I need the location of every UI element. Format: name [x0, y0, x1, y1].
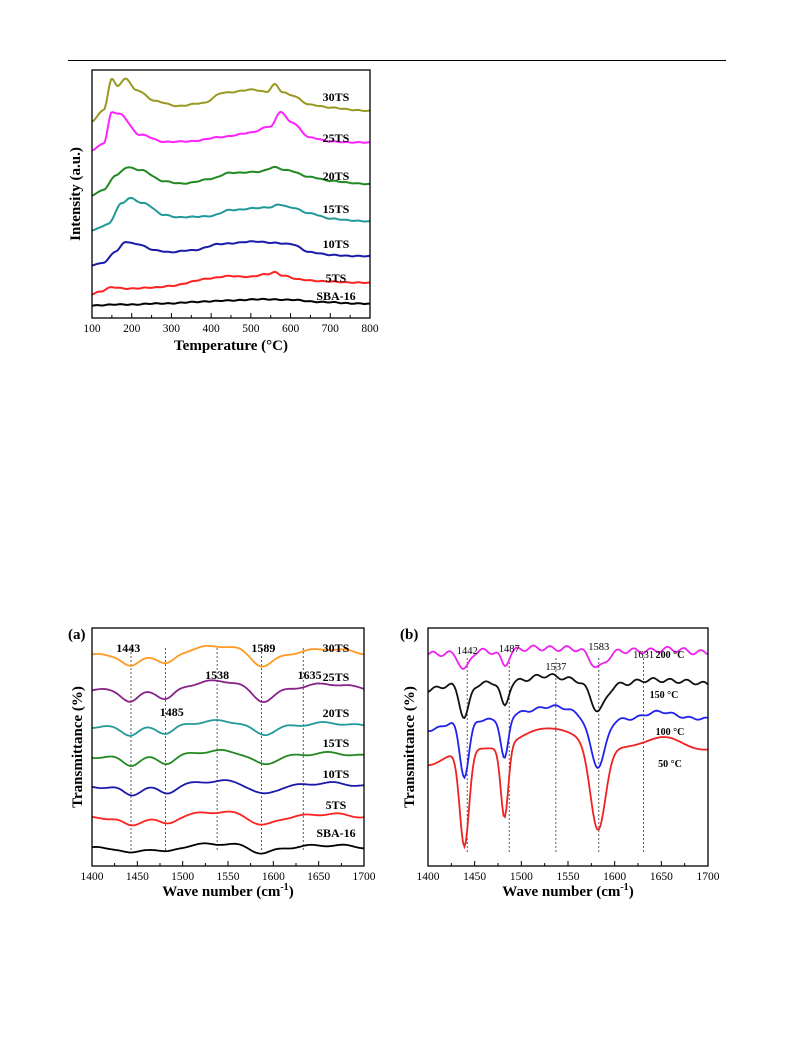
ir-a-chart: SBA-16 5TS 10TS 15TS 20TS 25TS 30TS 1443 1589 153… — [68, 627, 376, 900]
ir-b-series-line — [427, 704, 709, 780]
ir-a-peak-annotation: 1589 — [251, 641, 275, 655]
ir-a-xtick-label: 1400 — [81, 871, 104, 883]
tpd-series-line — [91, 77, 371, 123]
ir-a-series-line — [91, 748, 365, 767]
ir-a-series-line — [91, 842, 365, 855]
ir-b-peak-annotation: 1442 — [457, 646, 478, 657]
ir-a-peak-annotation: 1485 — [160, 705, 184, 719]
ir-b-series-label: 50 °C — [658, 759, 682, 770]
tpd-series-line — [91, 110, 371, 152]
tpd-series-label: 25TS — [323, 131, 350, 145]
ir-a-xtick-label: 1550 — [217, 871, 240, 883]
ir-a-y-axis-label: Transmittance (%) — [70, 686, 86, 808]
ir-b-peak-annotation: 1631 — [633, 650, 654, 661]
ir-a-peak-annotation: 1635 — [298, 668, 322, 682]
ir-b-panel-label: (b) — [400, 627, 418, 643]
tpd-series-label: 20TS — [323, 169, 350, 183]
tpd-x-axis-label: Temperature (°C) — [174, 338, 288, 354]
ir-a-series-label: 20TS — [323, 706, 350, 720]
ir-b-peak-annotation: 1537 — [545, 662, 566, 673]
tpd-series-line — [91, 165, 370, 197]
tpd-xtick-label: 600 — [282, 323, 300, 335]
ir-b-x-axis-label: Wave number (cm-1) — [502, 882, 633, 900]
ir-a-xtick-label: 1600 — [262, 871, 285, 883]
ir-b-peak-annotation: 1583 — [588, 642, 609, 653]
ir-a-series-line — [91, 645, 365, 668]
ir-a-series-line — [91, 679, 365, 703]
ir-a-peak-annotation: 1538 — [205, 668, 229, 682]
ir-b-series-line — [427, 673, 709, 720]
tpd-series-line — [91, 270, 371, 296]
tpd-xtick-label: 300 — [163, 323, 181, 335]
ir-a-xtick-label: 1500 — [171, 871, 194, 883]
ir-b-series-line — [427, 644, 709, 670]
ir-a-series-label: SBA-16 — [316, 826, 355, 840]
ir-a-series-label: 25TS — [323, 670, 350, 684]
ir-b-series-line — [427, 727, 708, 850]
ir-a-series-line — [91, 810, 365, 827]
tpd-xtick-label: 500 — [242, 323, 260, 335]
tpd-xtick-label: 100 — [83, 323, 101, 335]
ir-a-series-label: 10TS — [323, 767, 350, 781]
ir-b-xtick-label: 1500 — [510, 871, 533, 883]
ir-b-chart: 50 °C 100 °C 150 °C 200 °C 1442 1487 1537 1583 1… — [400, 627, 720, 900]
tpd-series-label: 10TS — [323, 237, 350, 251]
tpd-series-line — [91, 297, 371, 307]
ir-a-figure: SBA-16 5TS 10TS 15TS 20TS 25TS 30TS 1443 1589 153… — [68, 622, 388, 904]
ir-b-series-label: 100 °C — [656, 727, 685, 738]
ir-a-xtick-label: 1700 — [353, 871, 376, 883]
ir-b-y-axis-label: Transmittance (%) — [402, 686, 418, 808]
ir-b-xtick-label: 1700 — [697, 871, 720, 883]
ir-b-series-label: 200 °C — [656, 650, 685, 661]
tpd-xtick-label: 200 — [123, 323, 141, 335]
ir-b-xtick-label: 1550 — [557, 871, 580, 883]
ir-a-series-line — [91, 719, 365, 737]
ir-a-xtick-label: 1450 — [126, 871, 149, 883]
tpd-series-label: 15TS — [323, 202, 350, 216]
tpd-series-label: SBA-16 — [316, 289, 355, 303]
tpd-series-label: 30TS — [323, 90, 350, 104]
ir-a-peak-annotation: 1443 — [116, 641, 140, 655]
ir-b-peak-annotation: 1487 — [499, 644, 520, 655]
ir-a-series-label: 15TS — [323, 736, 350, 750]
ir-a-series-label: 5TS — [326, 798, 347, 812]
ir-a-panel-label: (a) — [68, 627, 86, 643]
ir-b-xtick-label: 1650 — [650, 871, 673, 883]
tpd-series-line — [91, 196, 371, 232]
ir-a-xtick-label: 1650 — [307, 871, 330, 883]
ir-b-figure: 50 °C 100 °C 150 °C 200 °C 1442 1487 1537 1583 1… — [398, 622, 722, 904]
tpd-xtick-label: 400 — [203, 323, 221, 335]
tpd-figure: SBA-16 5TS 10TS 15TS 20TS 25TS 30TS 100 200 300 40… — [68, 68, 382, 354]
ir-b-xtick-label: 1400 — [417, 871, 440, 883]
tpd-series-label: 5TS — [326, 271, 347, 285]
ir-b-xtick-label: 1450 — [463, 871, 486, 883]
ir-b-xtick-label: 1600 — [603, 871, 626, 883]
tpd-chart: SBA-16 5TS 10TS 15TS 20TS 25TS 30TS 100 200 300 40… — [68, 69, 379, 354]
ir-a-series-label: 30TS — [323, 641, 350, 655]
tpd-xtick-label: 800 — [361, 323, 379, 335]
tpd-xtick-label: 700 — [322, 323, 340, 335]
tpd-y-axis-label: Intensity (a.u.) — [68, 147, 84, 241]
header-rule — [68, 60, 726, 61]
ir-a-x-axis-label: Wave number (cm-1) — [162, 882, 293, 900]
tpd-series-line — [91, 240, 371, 267]
ir-b-series-label: 150 °C — [650, 690, 679, 701]
ir-a-series-line — [91, 779, 365, 797]
